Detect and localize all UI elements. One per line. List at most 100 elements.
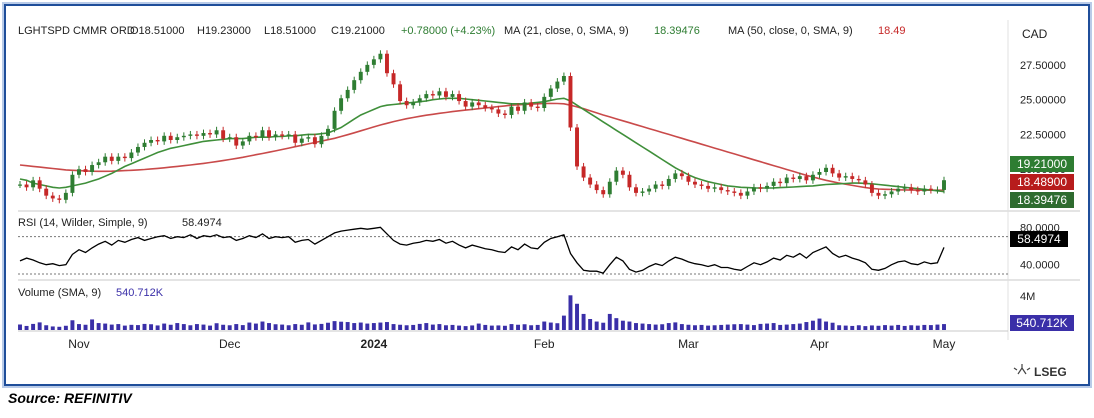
volume-bar <box>581 313 586 330</box>
candle-body <box>804 176 809 181</box>
candle-body <box>542 96 547 108</box>
x-tick-label: Nov <box>68 337 89 351</box>
candle-body <box>371 59 376 65</box>
volume-bar <box>37 322 42 330</box>
candle-body <box>634 187 638 193</box>
volume-bar <box>391 324 396 330</box>
candle-body <box>771 181 776 186</box>
volume-bar <box>424 323 429 330</box>
last-price-badge-text: 19.21000 <box>1017 157 1067 171</box>
volume-bar <box>483 324 488 330</box>
volume-bar <box>706 325 711 330</box>
volume-bar <box>922 324 927 330</box>
volume-bar <box>109 324 114 330</box>
candle-body <box>142 142 147 147</box>
volume-bar <box>561 315 566 330</box>
candle-body <box>942 180 946 190</box>
candle-body <box>443 91 448 97</box>
candle-body <box>103 156 108 163</box>
candle-body <box>902 187 907 189</box>
volume-bar <box>935 324 940 330</box>
volume-bar <box>201 324 206 330</box>
candle-body <box>470 102 475 107</box>
volume-bar <box>771 323 776 330</box>
candle-body <box>660 184 665 186</box>
candle-body <box>77 169 81 175</box>
ma50-badge <box>1010 174 1074 190</box>
volume-bar <box>516 324 521 330</box>
candle-body <box>575 127 579 167</box>
candle-body <box>345 89 350 99</box>
candle-body <box>417 98 422 103</box>
volume-bar <box>378 322 383 330</box>
candle-body <box>253 135 258 138</box>
volume-bar <box>267 323 271 330</box>
volume-bar <box>699 324 704 330</box>
volume-bar <box>463 326 468 330</box>
volume-bar <box>227 325 232 330</box>
candle-body <box>928 188 933 191</box>
candle-body <box>437 91 442 96</box>
candle-body <box>457 94 462 102</box>
volume-bar <box>77 324 81 330</box>
volume-bar <box>666 323 671 330</box>
volume-bar <box>443 325 448 330</box>
candle-body <box>843 176 848 178</box>
price-tick-label: 22.50000 <box>1020 129 1066 141</box>
candle-body <box>18 184 22 186</box>
x-tick-label: Feb <box>534 337 555 351</box>
ma50-badge-text: 18.48900 <box>1017 175 1067 189</box>
volume-bar <box>817 318 822 330</box>
volume-bar <box>653 324 658 330</box>
candle-body <box>778 181 783 184</box>
volume-bar <box>725 324 730 330</box>
candle-body <box>312 137 317 145</box>
candle-body <box>57 198 62 200</box>
change-value: +0.78000 (+4.23%) <box>401 25 495 37</box>
candle-body <box>699 184 704 186</box>
candle-body <box>935 189 940 192</box>
volume-badge-text: 540.712K <box>1016 316 1067 330</box>
candle-body <box>850 176 855 179</box>
ma50-label: MA (50, close, 0, SMA, 9) <box>728 25 853 37</box>
candle-body <box>555 81 560 89</box>
candle-body <box>378 53 383 60</box>
volume-bar <box>640 323 645 330</box>
currency-label: CAD <box>1022 27 1048 41</box>
rsi-legend-value: 58.4974 <box>182 217 222 229</box>
volume-bar <box>607 313 612 330</box>
volume-bar <box>83 324 88 330</box>
candle-body <box>168 135 173 140</box>
candle-body <box>810 174 815 181</box>
candle-body <box>90 165 95 172</box>
candle-body <box>299 138 304 143</box>
volume-bar <box>522 324 527 330</box>
candle-body <box>31 180 36 188</box>
candle-body <box>273 134 278 138</box>
candle-body <box>404 101 409 106</box>
chart-frame: LGHTSPD CMMR ORD O18.51000 H19.23000 L18.5… <box>4 4 1090 386</box>
candle-body <box>221 130 226 139</box>
candle-body <box>601 190 606 195</box>
candle-body <box>280 134 285 136</box>
volume-bar <box>326 322 330 330</box>
volume-bar <box>44 325 49 330</box>
candle-body <box>37 180 42 189</box>
volume-bar <box>365 323 370 330</box>
ma21-layer <box>19 97 945 193</box>
volume-bar <box>293 324 298 330</box>
volume-bar <box>601 322 606 330</box>
volume-bar <box>712 325 717 330</box>
volume-bar <box>869 325 874 330</box>
logo-text: LSEG <box>1034 365 1067 379</box>
volume-bar <box>686 324 691 330</box>
candle-body <box>647 188 652 192</box>
volume-bar <box>751 325 756 330</box>
candle-body <box>627 174 632 188</box>
volume-bar <box>555 323 560 330</box>
volume-bar <box>843 325 848 330</box>
candle-body <box>516 106 521 111</box>
candle-body <box>122 156 127 159</box>
source-caption: Source: REFINITIV <box>8 390 132 406</box>
